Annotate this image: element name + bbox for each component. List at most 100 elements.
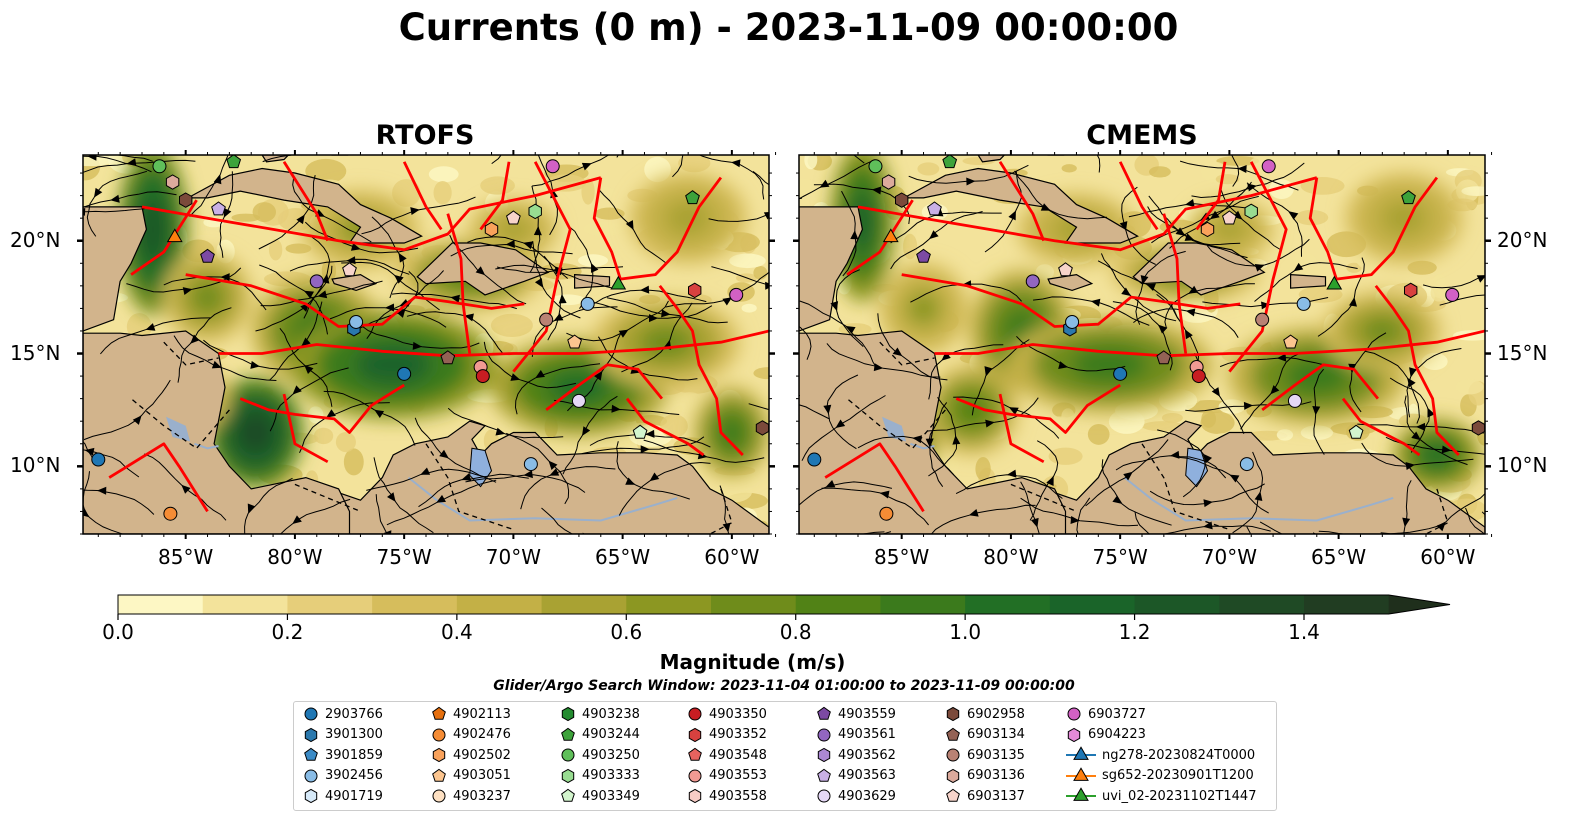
float-marker (342, 262, 357, 277)
legend-symbol (561, 727, 575, 741)
legend-symbol (304, 769, 318, 783)
legend-symbol (817, 748, 831, 763)
legend-label: 2903766 (325, 706, 383, 722)
legend-symbol (304, 747, 318, 761)
lon-tick-label: 60°W (1420, 545, 1476, 569)
legend-marker (1067, 727, 1081, 742)
lat-tick-label: 10°N (10, 453, 61, 478)
legend-label: 4902476 (453, 727, 511, 743)
legend-label: 3902456 (325, 768, 383, 784)
float-marker (1239, 457, 1254, 472)
float-marker (1255, 312, 1270, 327)
legend-item: 3901859 (303, 745, 383, 765)
legend-item: 6903136 (945, 766, 1025, 786)
lon-tick-label: 80°W (983, 545, 1039, 569)
legend-label: 6903727 (1088, 706, 1146, 722)
legend-marker (688, 707, 702, 721)
legend-label: 4903244 (582, 727, 640, 743)
lat-tick-label: 15°N (10, 340, 61, 365)
legend-marker (817, 768, 831, 782)
legend-marker (432, 789, 446, 803)
legend-label: 4903237 (453, 788, 511, 804)
legend-marker (817, 728, 831, 742)
colorbar-tick-label: 0.0 (102, 620, 134, 644)
legend-symbol (946, 706, 960, 722)
legend-item: 4903237 (431, 786, 511, 806)
float-marker (755, 420, 769, 436)
lon-tick-label: 75°W (1092, 545, 1148, 569)
lon-tick-label: 75°W (376, 545, 432, 569)
legend-item: 4903244 (560, 725, 640, 745)
legend-label: 4903563 (838, 768, 896, 784)
float-marker (807, 452, 822, 467)
float-marker (1058, 262, 1073, 277)
float-marker (1244, 203, 1258, 220)
legend-marker (561, 789, 575, 803)
legend-marker (946, 727, 960, 741)
legend-label: 3901859 (325, 747, 383, 763)
lon-tick-label: 80°W (267, 545, 323, 569)
legend-marker (817, 789, 831, 803)
float-marker (868, 159, 883, 174)
float-marker (895, 192, 909, 208)
legend-symbol (304, 789, 318, 804)
legend-item: sg652-20230901T1200 (1066, 766, 1254, 786)
legend-item: 4901719 (303, 786, 383, 806)
legend-item: 4903350 (687, 704, 767, 724)
legend-symbol (688, 707, 702, 721)
colorbar-tick-label: 0.2 (271, 620, 304, 644)
legend-label: 4903629 (838, 788, 896, 804)
float-marker (349, 314, 364, 329)
legend-item: 4903558 (687, 786, 767, 806)
legend-item: 4903349 (560, 786, 640, 806)
legend-symbol (946, 789, 960, 803)
float-marker (475, 369, 490, 384)
legend-marker (688, 747, 702, 761)
legend-item: 4903250 (560, 745, 640, 765)
legend-symbol (817, 768, 831, 782)
legend-symbol (688, 747, 702, 761)
legend-label: 4903250 (582, 747, 640, 763)
float-marker (1222, 210, 1237, 225)
legend-symbol (688, 769, 702, 783)
lat-tick-label: 10°N (1497, 453, 1548, 478)
country-borders (846, 341, 1449, 534)
lon-tick-label: 65°W (1310, 545, 1367, 569)
legend-item: 4903352 (687, 725, 767, 745)
legend-item: 4903548 (687, 745, 767, 765)
legend-marker (432, 706, 446, 720)
float-marker (506, 210, 521, 225)
figure-title: Currents (0 m) - 2023-11-09 00:00:00 (398, 6, 1179, 49)
legend-marker (304, 769, 318, 783)
legend-item: 3901300 (303, 725, 383, 745)
float-marker (1191, 369, 1206, 384)
float-marker (729, 287, 744, 302)
legend-symbol (304, 727, 318, 742)
legend-symbol (1067, 707, 1081, 721)
float-marker (165, 174, 180, 190)
legend-item: 6903135 (945, 745, 1025, 765)
float-marker (1261, 159, 1276, 174)
legend-symbol (946, 768, 960, 783)
legend-item: 6902958 (945, 704, 1025, 724)
legend-label: 4902113 (453, 706, 511, 722)
legend-symbol (1067, 727, 1081, 742)
float-marker (688, 282, 702, 299)
colorbar-tick-label: 1.0 (949, 620, 982, 644)
axis-ticks (77, 150, 777, 539)
legend-marker (688, 789, 702, 804)
colorbar-tick-label: 1.4 (1288, 620, 1320, 644)
legend-item: ng278-20230824T0000 (1066, 745, 1255, 765)
float-marker (166, 228, 183, 243)
legend-item: 2903766 (303, 704, 383, 724)
legend-item: 4903553 (687, 766, 767, 786)
lon-tick-label: 65°W (594, 545, 651, 569)
legend-triangle (1073, 787, 1089, 802)
float-marker (179, 192, 193, 208)
float-marker (881, 174, 896, 190)
legend-label: 4903350 (709, 706, 767, 722)
legend-item: 4902502 (431, 745, 511, 765)
legend-symbol (432, 748, 446, 763)
legend (293, 701, 1277, 811)
